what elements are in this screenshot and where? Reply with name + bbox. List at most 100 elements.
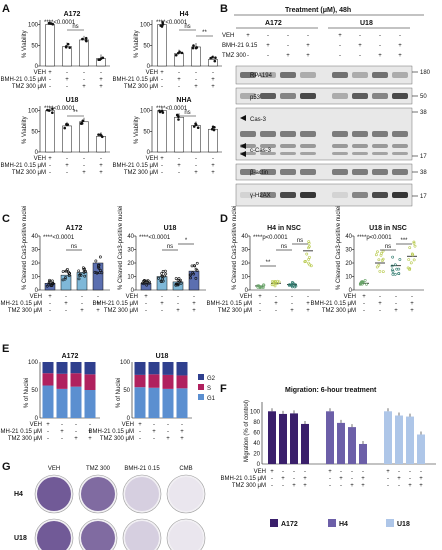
- c-cond-label: VEH: [126, 294, 138, 300]
- blot-band: [240, 192, 256, 198]
- a-dot: [66, 42, 70, 46]
- d-dot: [307, 261, 310, 265]
- western-header: Treatment (μM), 48h: [285, 7, 351, 14]
- f-cond-mark: +: [292, 483, 296, 489]
- a-dot: [97, 58, 100, 61]
- e-ytick: 100: [28, 360, 39, 366]
- a-cond-mark: -: [83, 77, 85, 83]
- b-grid-mark: +: [338, 33, 342, 39]
- a-cond-label: VEH: [146, 70, 158, 76]
- d-dot: [393, 263, 397, 267]
- c-bar: [188, 270, 200, 291]
- d-cond-mark: -: [411, 294, 413, 300]
- blot-band: [392, 93, 408, 99]
- a-cond-label: BMH-21 0.15 μM: [1, 163, 46, 169]
- c-cond-mark: +: [48, 294, 52, 300]
- c-dot: [94, 259, 98, 263]
- e-cond-mark: +: [138, 422, 142, 428]
- blot-band: [280, 72, 296, 78]
- a-dot: [180, 51, 184, 55]
- blot-band: [260, 192, 276, 198]
- f-cond-mark: +: [408, 483, 412, 489]
- a-subplot-title: U18: [66, 97, 79, 104]
- d-dot: [307, 240, 311, 244]
- f-cond-mark: -: [420, 469, 422, 475]
- e-cond-mark: -: [75, 422, 77, 428]
- c-cond-mark: +: [80, 308, 84, 314]
- e-bar-s: [134, 374, 146, 388]
- e-bar-s: [42, 373, 54, 386]
- f-bar: [279, 413, 287, 464]
- c-cond-mark: -: [177, 294, 179, 300]
- c-dot: [189, 276, 192, 280]
- g-column-label: TMZ 300: [86, 466, 111, 472]
- f-cond-mark: +: [303, 476, 307, 482]
- f-bar: [290, 413, 298, 464]
- a-cond-mark: -: [212, 156, 214, 162]
- c-dot: [95, 271, 99, 275]
- a-bar: [157, 110, 167, 153]
- c-ytick: 20: [127, 261, 134, 267]
- a-cond-mark: -: [66, 70, 68, 76]
- b-grid-mark: -: [287, 43, 289, 49]
- c-cond-mark: -: [65, 294, 67, 300]
- a-dot: [192, 125, 196, 128]
- c-cond-label: TMZ 300 μM: [104, 308, 138, 314]
- c-dot: [195, 261, 199, 265]
- c-dot: [195, 269, 199, 272]
- e-cond-mark: -: [167, 429, 169, 435]
- f-cond-mark: -: [409, 476, 411, 482]
- e-bar-s: [70, 373, 82, 387]
- d-dot: [257, 284, 261, 288]
- d-ylabel: % Cleaved Cas3-positive nuclei: [232, 206, 238, 290]
- a-cond-mark: -: [161, 77, 163, 83]
- c-dot: [179, 281, 183, 285]
- f-cond-mark: -: [271, 476, 273, 482]
- d-cond-mark: +: [290, 308, 294, 314]
- a-ytick: 50: [31, 129, 38, 135]
- blot-band: [352, 144, 368, 148]
- d-dot: [381, 257, 385, 261]
- blot-band: [352, 152, 368, 155]
- c-dot: [48, 278, 51, 282]
- f-cond-mark: -: [387, 483, 389, 489]
- mw-label: 50: [420, 94, 427, 100]
- f-cond-mark: -: [340, 469, 342, 475]
- d-cond-mark: +: [306, 308, 310, 314]
- d-cond-mark: -: [275, 294, 277, 300]
- e-ytick: 50: [31, 388, 38, 394]
- c-dot: [143, 280, 147, 284]
- blot-band: [372, 169, 388, 175]
- d-dot: [409, 261, 413, 265]
- a-cond-label: BMH-21 0.15 μM: [113, 77, 158, 83]
- blot-band: [240, 72, 256, 78]
- c-bar: [60, 274, 72, 291]
- d-cond-label: VEH: [240, 294, 252, 300]
- c-dot: [194, 276, 198, 280]
- a-bar: [191, 46, 201, 67]
- mw-label: 17: [420, 154, 427, 160]
- d-dot: [408, 268, 411, 271]
- f-bar: [406, 416, 414, 464]
- a-bar: [62, 125, 72, 153]
- c-dot: [48, 280, 51, 283]
- a-cond-mark: -: [83, 163, 85, 169]
- a-pvalue: ****<0.0001: [44, 20, 76, 26]
- blot-strip: [235, 183, 413, 207]
- d-dot: [290, 283, 293, 287]
- e-cond-mark: -: [89, 422, 91, 428]
- panel-f: Migration: 6-hour treatment 0 20 40 60 80 100…: [221, 387, 436, 528]
- a-cond-mark: +: [99, 84, 103, 90]
- c-dot: [97, 263, 101, 267]
- a-cond-mark: +: [211, 163, 215, 169]
- a-ytick: 100: [140, 23, 151, 29]
- d-ylabel: % Cleaved Cas3-positive nuclei: [336, 206, 342, 290]
- f-cond-mark: +: [361, 476, 365, 482]
- d-cond-mark: -: [363, 308, 365, 314]
- a-cond-mark: -: [83, 70, 85, 76]
- a-cond-label: VEH: [34, 70, 46, 76]
- c-ytick: 20: [31, 261, 38, 267]
- d-cond-mark: -: [259, 308, 261, 314]
- panel-e-label: E: [2, 343, 9, 355]
- c-dot: [98, 255, 102, 259]
